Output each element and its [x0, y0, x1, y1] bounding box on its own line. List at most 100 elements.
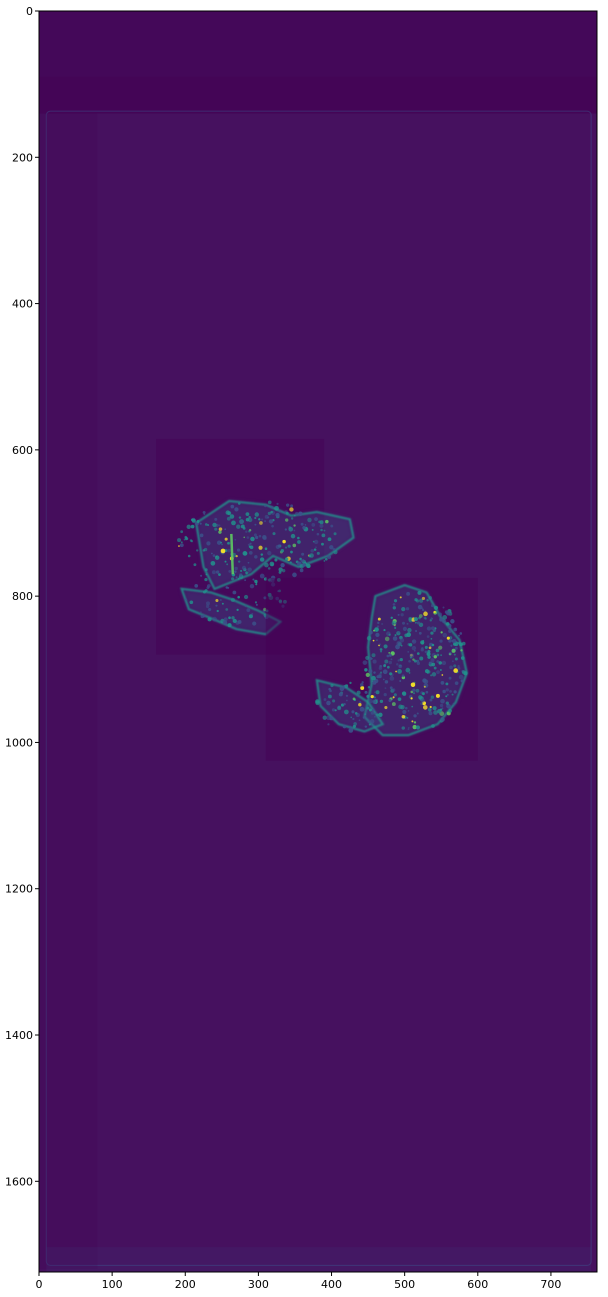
signal-speck	[364, 668, 368, 672]
signal-speck	[321, 533, 326, 538]
signal-speck	[352, 717, 355, 721]
signal-speck	[330, 524, 334, 528]
signal-speck	[373, 696, 376, 699]
signal-speck	[302, 525, 306, 530]
signal-speck	[316, 532, 320, 536]
signal-speck	[392, 696, 395, 699]
y-tick-label: 1400	[5, 1029, 33, 1042]
signal-speck	[454, 657, 458, 661]
signal-speck	[436, 653, 440, 657]
signal-speck	[259, 573, 265, 579]
signal-speck	[384, 680, 389, 684]
signal-speck	[421, 692, 426, 696]
signal-speck	[426, 626, 432, 631]
signal-speck	[394, 634, 397, 637]
y-tick-label: 1000	[5, 736, 33, 749]
signal-speck	[260, 553, 264, 556]
signal-speck	[431, 672, 437, 677]
signal-speck	[460, 679, 464, 683]
signal-speck	[439, 639, 443, 643]
signal-speck	[366, 635, 372, 641]
signal-speck	[323, 698, 327, 701]
signal-speck	[179, 543, 184, 548]
signal-speck	[178, 545, 180, 547]
signal-speck	[212, 522, 217, 528]
y-tick-label: 200	[12, 151, 33, 164]
signal-speck	[263, 596, 267, 600]
signal-speck	[210, 560, 216, 566]
signal-speck	[358, 702, 362, 707]
signal-speck	[428, 711, 433, 716]
signal-speck	[401, 691, 407, 696]
signal-speck	[453, 653, 456, 656]
signal-speck	[452, 638, 457, 644]
signal-speck	[215, 604, 218, 607]
signal-speck	[247, 543, 250, 546]
signal-speck	[234, 538, 237, 541]
signal-speck	[180, 530, 184, 534]
signal-speck	[374, 691, 376, 693]
signal-speck	[437, 709, 442, 714]
signal-speck	[391, 702, 396, 707]
signal-speck	[383, 644, 388, 649]
signal-speck	[210, 552, 213, 555]
signal-speck	[184, 598, 187, 601]
signal-speck	[453, 664, 457, 668]
signal-speck	[388, 653, 392, 657]
signal-speck	[227, 548, 231, 553]
signal-speck	[402, 621, 406, 625]
signal-speck	[445, 695, 448, 698]
signal-speck	[354, 711, 358, 715]
signal-speck	[407, 727, 410, 729]
signal-speck	[427, 655, 431, 659]
signal-speck	[389, 686, 393, 690]
signal-speck	[374, 627, 379, 632]
signal-speck	[373, 671, 376, 674]
signal-speck	[244, 579, 247, 582]
signal-speck	[382, 678, 385, 681]
signal-speck	[339, 686, 345, 692]
signal-speck	[432, 706, 437, 711]
signal-speck	[315, 700, 320, 706]
signal-speck	[290, 533, 296, 539]
signal-speck	[452, 660, 454, 663]
signal-speck	[426, 651, 431, 657]
signal-speck	[318, 520, 321, 524]
signal-speck	[248, 530, 251, 533]
signal-speck	[383, 629, 386, 632]
signal-speck	[322, 715, 327, 720]
signal-speck	[398, 664, 403, 669]
signal-speck	[369, 719, 375, 724]
signal-speck	[306, 563, 311, 569]
signal-speck	[405, 607, 410, 611]
signal-speck	[219, 599, 222, 602]
signal-speck	[231, 520, 236, 526]
signal-speck	[451, 648, 456, 653]
signal-speck	[436, 670, 440, 675]
signal-speck	[263, 613, 267, 617]
signal-speck	[370, 711, 375, 715]
signal-speck	[283, 599, 287, 604]
signal-speck	[368, 669, 373, 674]
signal-speck	[290, 550, 293, 554]
signal-speck	[410, 697, 413, 700]
signal-speck	[177, 538, 182, 543]
signal-speck	[329, 716, 334, 721]
signal-speck	[460, 656, 465, 660]
signal-speck	[220, 548, 226, 554]
signal-speck	[383, 693, 387, 697]
signal-speck	[214, 555, 220, 560]
signal-speck	[216, 540, 222, 545]
signal-speck	[416, 661, 421, 666]
signal-speck	[395, 670, 397, 673]
signal-speck	[253, 533, 257, 537]
signal-speck	[314, 517, 318, 521]
signal-speck	[371, 675, 376, 681]
signal-speck	[401, 726, 405, 730]
signal-speck	[224, 537, 228, 541]
signal-speck	[412, 692, 416, 695]
heatmap-background	[39, 11, 597, 1272]
signal-speck	[406, 716, 409, 719]
signal-speck	[388, 698, 392, 703]
signal-speck	[377, 617, 381, 621]
